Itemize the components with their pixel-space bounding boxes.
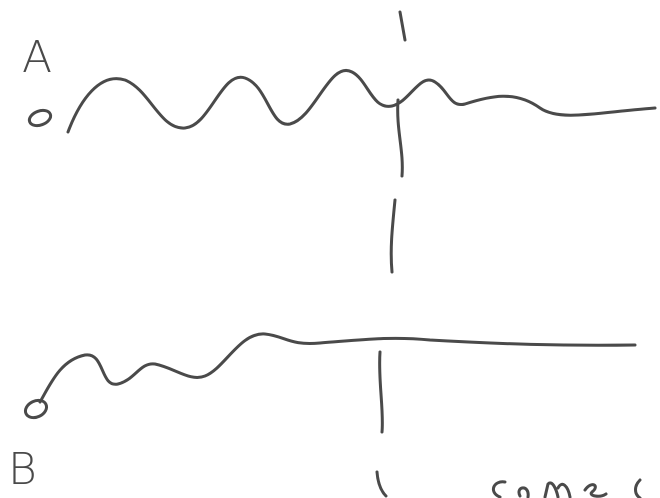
label-a: A	[22, 32, 52, 83]
sketch: A B	[0, 0, 660, 498]
label-b: B	[8, 444, 37, 495]
page: A B (() => { const data = JSON.parse(doc…	[0, 0, 660, 498]
background	[0, 0, 660, 498]
